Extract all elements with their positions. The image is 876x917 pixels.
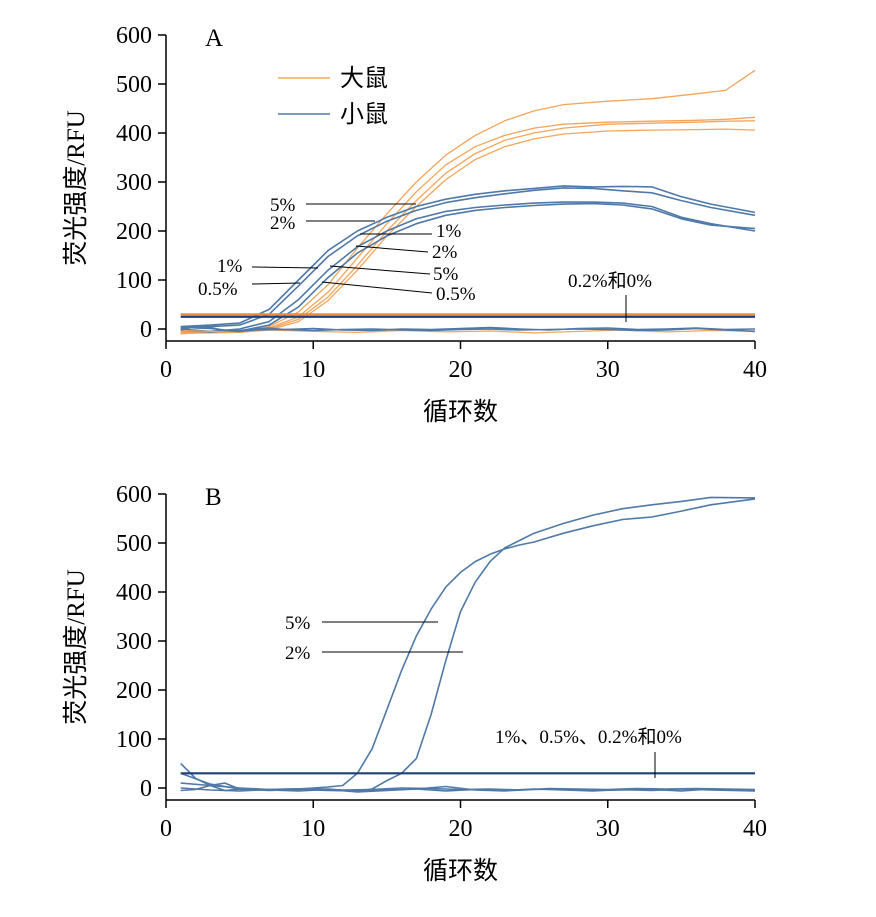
panel-b-y-tick-label: 100 bbox=[116, 727, 152, 753]
annot-rat-2pct: 2% bbox=[270, 213, 296, 234]
panel-a-series bbox=[180, 69, 756, 335]
panel-a-y-tick-label: 200 bbox=[116, 219, 152, 245]
annot-rat-2pct-b: 2% bbox=[432, 242, 458, 263]
annot-threshold-group-a: 0.2%和0% bbox=[568, 270, 652, 292]
panel-a-x-tick-label: 10 bbox=[301, 357, 325, 383]
leader-rat-05pct bbox=[321, 281, 433, 294]
panel-b-axes: 0 100 200 300 400 500 600 0 10 20 30 40 循环数 荧光强度/RFU bbox=[62, 482, 767, 885]
annot-rat-1pct: 1% bbox=[436, 221, 462, 242]
annot-b-5pct: 5% bbox=[285, 613, 311, 634]
panel-a-series-line-mouse bbox=[180, 185, 756, 328]
panel-b-y-tick-label: 0 bbox=[140, 776, 152, 802]
panel-b-y-tick-label: 600 bbox=[116, 482, 152, 508]
legend-label-rat: 大鼠 bbox=[340, 65, 388, 92]
leader-mouse-1pct bbox=[251, 266, 319, 269]
leader-mouse-05pct bbox=[251, 282, 301, 285]
panel-b-x-axis-title: 循环数 bbox=[423, 857, 498, 885]
panel-a-x-tick-label: 0 bbox=[160, 357, 172, 383]
leader-mouse-5pct bbox=[329, 265, 431, 275]
panel-b-series-line-mouse bbox=[180, 787, 756, 793]
panel-b-x-tick-label: 0 bbox=[160, 816, 172, 842]
panel-a-series-line-mouse bbox=[180, 201, 756, 333]
legend-label-mouse: 小鼠 bbox=[340, 101, 388, 128]
annot-rat-05pct: 0.5% bbox=[436, 284, 476, 305]
annot-rat-5pct: 5% bbox=[270, 195, 296, 216]
panel-a-y-tick-label: 100 bbox=[116, 268, 152, 294]
panel-b-annotations: 5% 2% 1%、0.5%、0.2%和0% bbox=[285, 613, 682, 778]
panel-b-y-axis-title: 荧光强度/RFU bbox=[62, 569, 90, 725]
panel-b-label: B bbox=[205, 484, 222, 511]
panel-a-series-line-mouse bbox=[180, 325, 756, 333]
annot-mouse-05pct: 0.5% bbox=[198, 279, 238, 300]
panel-a-y-tick-label: 0 bbox=[140, 317, 152, 343]
panel-a-axes: 0 100 200 300 400 500 600 0 10 20 30 40 循环数 荧光强度/RFU bbox=[62, 23, 767, 426]
panel-a-y-tick-label: 600 bbox=[116, 23, 152, 49]
panel-b-x-tick-label: 40 bbox=[743, 816, 767, 842]
panel-a-x-tick-label: 30 bbox=[596, 357, 620, 383]
leader-rat-2pct-b bbox=[355, 245, 429, 253]
panel-b-x-tick-label: 10 bbox=[301, 816, 325, 842]
annot-mouse-1pct: 1% bbox=[217, 256, 243, 277]
panel-b-series bbox=[180, 496, 756, 793]
annot-mouse-5pct: 5% bbox=[433, 264, 459, 285]
annot-b-2pct: 2% bbox=[285, 643, 311, 664]
panel-a-series-line-mouse bbox=[180, 202, 756, 333]
panel-a-y-axis-title: 荧光强度/RFU bbox=[62, 110, 90, 266]
panel-a-series-line-mouse bbox=[180, 326, 756, 332]
panel-a-y-tick-label: 500 bbox=[116, 72, 152, 98]
panel-b-x-tick-label: 20 bbox=[449, 816, 473, 842]
panel-b-series-line-mouse bbox=[180, 762, 756, 792]
panel-a-label: A bbox=[205, 25, 223, 52]
legend: 大鼠 小鼠 bbox=[278, 65, 388, 128]
panel-b-y-tick-label: 500 bbox=[116, 531, 152, 557]
panel-a-x-tick-label: 20 bbox=[449, 357, 473, 383]
panel-a-y-tick-label: 300 bbox=[116, 170, 152, 196]
panel-b-x-tick-label: 30 bbox=[596, 816, 620, 842]
panel-a-x-tick-label: 40 bbox=[743, 357, 767, 383]
panel-a-thresholds bbox=[180, 313, 755, 318]
panel-a-x-axis-title: 循环数 bbox=[423, 398, 498, 426]
annot-b-others: 1%、0.5%、0.2%和0% bbox=[495, 726, 682, 748]
panel-b-y-tick-label: 400 bbox=[116, 580, 152, 606]
panel-a-annotations: 5% 2% 1% 0.5% 1% 2% 5% 0.5% 0.2%和0% bbox=[198, 195, 652, 322]
panel-a-series-line-rat bbox=[180, 69, 756, 334]
panel-b-y-tick-label: 200 bbox=[116, 678, 152, 704]
panel-b-y-tick-label: 300 bbox=[116, 629, 152, 655]
panel-a-y-tick-label: 400 bbox=[116, 121, 152, 147]
panel-a-series-line-mouse bbox=[180, 187, 756, 329]
